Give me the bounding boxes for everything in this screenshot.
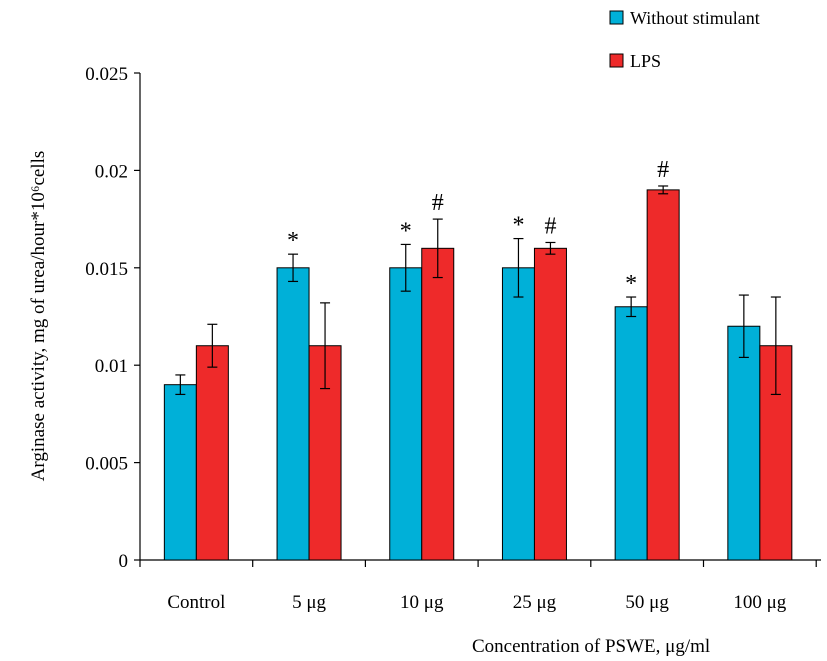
bar: [163, 384, 197, 561]
legend: Without stimulant LPS: [609, 8, 760, 71]
significance-mark: *: [287, 228, 299, 254]
x-category-label: 100 μg: [733, 592, 786, 613]
y-tick-label: 0: [119, 551, 129, 572]
bar: [614, 306, 648, 561]
significance-mark: #: [657, 157, 669, 183]
significance-mark: #: [432, 190, 444, 216]
y-tick-label: 0.025: [85, 64, 128, 85]
legend-label-without-stimulant: Without stimulant: [630, 8, 760, 28]
bar: [646, 189, 680, 561]
significance-mark: *: [400, 218, 412, 244]
significance-mark: #: [544, 213, 556, 239]
significance-mark: *: [625, 271, 637, 297]
x-category-label: 50 μg: [625, 592, 669, 613]
bar: [727, 325, 761, 561]
bar: [195, 345, 229, 561]
bar: [276, 267, 310, 561]
legend-swatch-lps: [609, 53, 624, 68]
bar: [533, 247, 567, 561]
x-category-label: 25 μg: [513, 592, 557, 613]
bar: [501, 267, 535, 561]
x-category-label: 10 μg: [400, 592, 444, 613]
y-tick-label: 0.015: [85, 259, 128, 280]
x-category-label: Control: [167, 592, 225, 613]
legend-swatch-without-stimulant: [609, 10, 624, 25]
bar: [389, 267, 423, 561]
bar: [421, 247, 455, 561]
y-tick-label: 0.01: [95, 356, 128, 377]
significance-mark: *: [512, 213, 524, 239]
y-tick-label: 0.005: [85, 454, 128, 475]
x-category-label: 5 μg: [292, 592, 326, 613]
plot-area: 0 0.005 0.01 0.015 0.02 0.025 Control 5 μg 10 μg…: [85, 64, 821, 613]
y-axis-title: Arginase activity, mg of urea/hour*10⁶ce…: [28, 151, 49, 482]
legend-label-lps: LPS: [630, 51, 661, 71]
x-axis-title: Concentration of PSWE, μg/ml: [472, 636, 710, 657]
y-tick-label: 0.02: [95, 161, 128, 182]
